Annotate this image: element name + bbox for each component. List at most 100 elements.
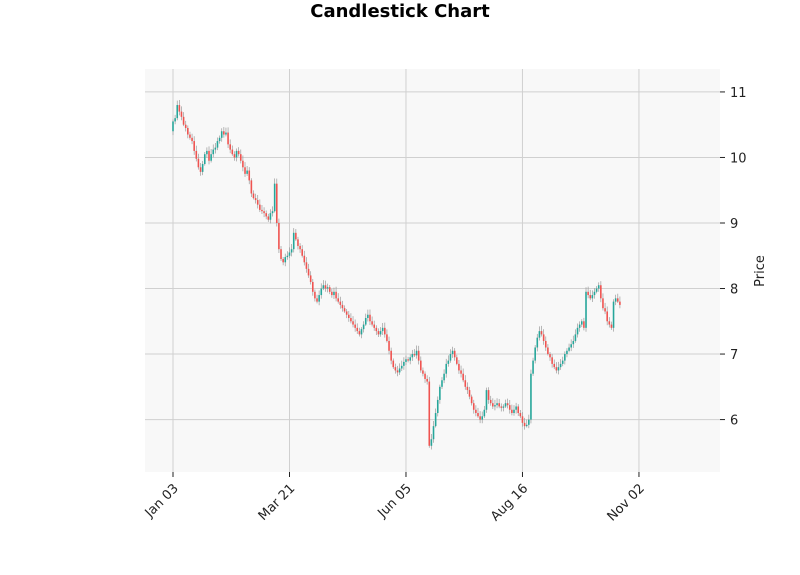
candle-up bbox=[445, 363, 448, 374]
candle-up bbox=[292, 232, 295, 250]
candle-up bbox=[288, 252, 291, 256]
candle-up bbox=[381, 327, 384, 332]
y-tick-label: 6 bbox=[730, 414, 738, 429]
candle-up bbox=[220, 131, 223, 138]
candle-up bbox=[447, 360, 450, 364]
candle-down bbox=[373, 324, 376, 328]
candle-up bbox=[320, 288, 323, 296]
candle-down bbox=[229, 144, 231, 150]
candle-up bbox=[206, 150, 208, 155]
candle-down bbox=[542, 334, 545, 341]
candle-up bbox=[585, 291, 587, 328]
plot-area bbox=[145, 69, 720, 472]
y-tick-label: 7 bbox=[730, 348, 738, 363]
candle-down bbox=[239, 154, 242, 161]
candle-down bbox=[267, 216, 270, 220]
candle-down bbox=[602, 298, 604, 309]
candle-up bbox=[333, 291, 335, 296]
candle-up bbox=[411, 354, 414, 358]
candle-down bbox=[252, 193, 255, 199]
candle-up bbox=[174, 118, 176, 122]
candle-down bbox=[278, 222, 280, 250]
candle-up bbox=[614, 298, 617, 302]
candle-down bbox=[468, 390, 471, 397]
candle-up bbox=[203, 154, 206, 165]
candle-down bbox=[479, 416, 481, 420]
candle-down bbox=[487, 390, 490, 400]
candle-down bbox=[616, 298, 619, 302]
candle-up bbox=[326, 287, 329, 289]
candle-down bbox=[508, 405, 511, 410]
candle-up bbox=[235, 150, 238, 158]
candle-down bbox=[553, 363, 556, 368]
candle-up bbox=[379, 331, 382, 335]
y-tick-label: 10 bbox=[730, 151, 747, 166]
candle-down bbox=[184, 124, 187, 128]
candle-down bbox=[352, 321, 354, 325]
candle-down bbox=[523, 422, 526, 427]
candle-up bbox=[538, 331, 541, 338]
candle-up bbox=[286, 255, 289, 258]
y-axis: 6 7 8 9 10 11 bbox=[720, 86, 747, 429]
candle-down bbox=[187, 127, 189, 135]
candle-up bbox=[273, 183, 276, 212]
candle-up bbox=[494, 405, 496, 407]
y-tick-label: 9 bbox=[730, 217, 738, 232]
candle-down bbox=[324, 285, 327, 289]
candle-down bbox=[208, 150, 210, 161]
candle-down bbox=[475, 409, 477, 414]
candle-up bbox=[612, 301, 615, 328]
candle-down bbox=[549, 354, 551, 358]
candle-up bbox=[502, 406, 505, 408]
candle-down bbox=[392, 360, 395, 368]
candle-down bbox=[464, 380, 467, 387]
candle-down bbox=[384, 327, 386, 335]
candle-up bbox=[534, 347, 536, 361]
y-axis-label: Price bbox=[753, 255, 768, 287]
candle-up bbox=[212, 149, 215, 155]
candle-down bbox=[223, 131, 225, 135]
candle-up bbox=[362, 324, 365, 330]
candle-down bbox=[583, 321, 585, 328]
candle-up bbox=[451, 350, 454, 355]
candle-down bbox=[424, 373, 426, 379]
candle-up bbox=[201, 164, 204, 172]
x-tick-label: Nov 02 bbox=[605, 481, 648, 524]
candle-down bbox=[377, 331, 380, 335]
candle-down bbox=[462, 373, 464, 381]
candle-down bbox=[354, 324, 356, 328]
candle-down bbox=[242, 160, 244, 168]
candle-down bbox=[589, 295, 592, 299]
candle-down bbox=[341, 304, 344, 309]
candle-down bbox=[227, 132, 229, 145]
candle-up bbox=[441, 380, 443, 387]
candle-up bbox=[400, 365, 403, 369]
candle-up bbox=[271, 211, 274, 214]
candle-down bbox=[540, 331, 543, 335]
candle-up bbox=[532, 360, 534, 374]
candle-up bbox=[284, 257, 287, 263]
candle-up bbox=[290, 249, 293, 253]
candle-down bbox=[182, 116, 185, 125]
candle-down bbox=[388, 340, 390, 351]
candle-up bbox=[595, 288, 598, 292]
candle-down bbox=[282, 259, 284, 263]
x-axis: Jan 03 Mar 21 Jun 05 Aug 16 Nov 02 bbox=[142, 472, 648, 524]
candle-down bbox=[347, 314, 350, 319]
candle-down bbox=[180, 111, 183, 117]
candle-up bbox=[561, 360, 564, 364]
candle-down bbox=[259, 204, 261, 210]
candle-down bbox=[358, 331, 361, 335]
candle-down bbox=[263, 211, 265, 214]
candle-up bbox=[214, 147, 217, 150]
candle-up bbox=[564, 354, 566, 361]
candle-down bbox=[303, 255, 306, 263]
y-tick-label: 8 bbox=[730, 283, 738, 298]
candle-up bbox=[568, 347, 570, 351]
candle-up bbox=[504, 403, 507, 407]
candle-up bbox=[322, 285, 325, 289]
candle-down bbox=[456, 357, 458, 364]
candle-down bbox=[492, 403, 494, 407]
candle-down bbox=[191, 137, 193, 142]
candle-down bbox=[610, 324, 613, 328]
